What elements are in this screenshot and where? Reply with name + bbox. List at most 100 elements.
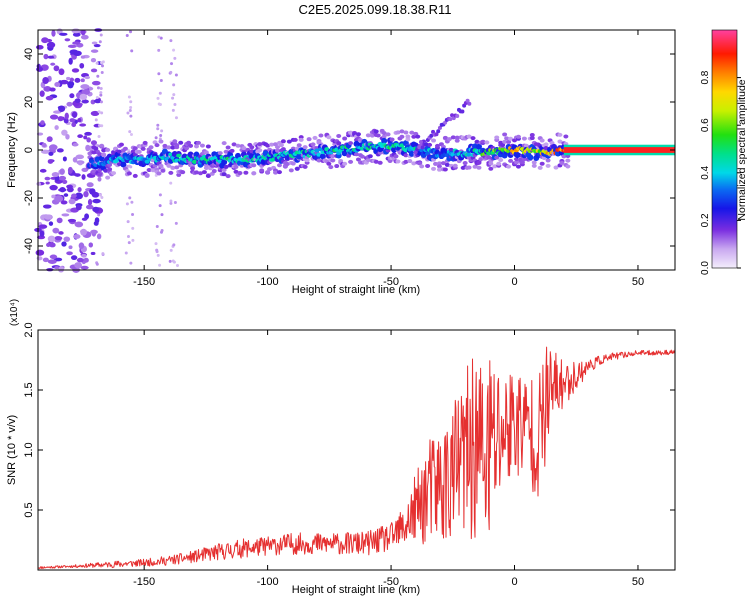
spectrogram-cell [403, 130, 409, 135]
spectrogram-cell [184, 146, 190, 151]
spectrogram-cell [58, 231, 64, 235]
spectrogram-cell [442, 167, 448, 172]
snr-x-tick-label: -150 [133, 576, 155, 588]
spectrogram-cell [405, 137, 411, 142]
spectrogram-cell [128, 196, 132, 200]
spectrogram-cell [474, 139, 480, 144]
spectrogram-cell [169, 70, 173, 74]
spectrogram-cell [80, 29, 86, 36]
spectrogram-cell [48, 144, 58, 151]
spectrogram-cell [280, 139, 286, 144]
spectrogram-cell [475, 143, 482, 150]
spectrogram-cell [221, 167, 227, 172]
spectrogram-cell [144, 159, 150, 164]
spectrogram-cell [486, 155, 492, 160]
spectrogram-cell [51, 194, 56, 199]
spectrogram-cell [122, 146, 128, 151]
spectrogram-cell [95, 262, 99, 266]
spectrogram-cell [411, 161, 417, 166]
spectrogram-cell [553, 165, 559, 170]
spectrogram-cell [561, 154, 567, 159]
spectrogram-cell [77, 134, 84, 139]
spectrogram-cell [54, 125, 59, 130]
spectrogram-cell [417, 145, 422, 150]
spectrogram-cell [229, 148, 235, 153]
spectrogram-cell [180, 170, 186, 175]
spectrogram-cell [90, 68, 98, 73]
spectrogram-cell [437, 125, 442, 130]
spectrogram-cell [127, 164, 131, 168]
spectrogram-cell [83, 191, 89, 198]
spectrogram-cell [81, 167, 89, 172]
spectrogram-cell [302, 145, 308, 150]
spectrogram-cell [132, 146, 138, 151]
spectrogram-cell [126, 220, 130, 224]
spectrogram-cell [129, 114, 133, 118]
spectrogram-cell [71, 193, 77, 198]
figure-title: C2E5.2025.099.18.38.R11 [299, 2, 452, 17]
spectrogram-cell [502, 132, 508, 137]
spectrogram-cell [194, 170, 200, 175]
spectrogram-x-tick-label: -100 [257, 276, 279, 288]
spectrogram-y-tick-label: 40 [23, 48, 35, 60]
snr-x-tick-label: -50 [383, 576, 399, 588]
spectrogram-cell [142, 140, 148, 145]
spectrogram-cell [188, 143, 194, 148]
spectrogram-cell [159, 36, 163, 40]
spectrogram-cell [172, 83, 176, 87]
spectrogram-cell [314, 148, 320, 153]
spectrogram-cell [433, 161, 439, 166]
spectrogram-cell [127, 241, 131, 245]
spectrogram-cell [68, 245, 73, 250]
spectrogram-cell [166, 145, 172, 150]
spectrogram-y-tick-label: -20 [23, 190, 35, 206]
spectrogram-cell [150, 168, 156, 173]
spectrogram-cell [84, 75, 91, 80]
spectrogram-cell [136, 149, 142, 154]
spectrogram-cell [97, 135, 101, 139]
spectrogram-cell [369, 133, 375, 138]
spectrogram-cell [74, 98, 81, 104]
spectrogram-cell [39, 168, 47, 173]
spectrogram-cell [39, 230, 45, 237]
spectrogram-cell [273, 170, 279, 175]
spectrogram-cell [492, 164, 498, 169]
spectrogram-cell [50, 62, 56, 66]
spectrogram-cell [66, 101, 73, 107]
spectrogram-cell [172, 139, 178, 144]
spectrogram-cell [259, 168, 265, 173]
spectrogram-cell [126, 171, 132, 176]
spectrogram-cell [436, 167, 442, 172]
spectrogram-cell [95, 61, 99, 65]
spectrogram-cell [276, 163, 282, 168]
spectrogram-cell [90, 58, 97, 63]
spectrogram-cell [49, 87, 56, 92]
spectrogram-cell [80, 265, 89, 270]
spectrogram-cell [65, 133, 70, 140]
spectrogram-cell [365, 158, 371, 163]
spectrogram-cell [203, 166, 209, 171]
spectrogram-cell [156, 127, 160, 131]
spectrogram-cell [348, 159, 354, 164]
spectrogram-cell [83, 257, 89, 263]
spectrogram-cell [41, 37, 49, 44]
spectrogram-cell [506, 140, 512, 145]
spectrogram-cell [86, 182, 94, 188]
spectrogram-cell [90, 251, 96, 256]
spectrogram-cell [124, 251, 128, 255]
spectrogram-cell [159, 134, 163, 138]
spectrogram-cell [169, 39, 173, 43]
spectrogram-cell [168, 259, 172, 263]
snr-scale-label: (x10⁴) [9, 299, 20, 326]
spectrogram-cell [302, 164, 308, 169]
spectrogram-cell [86, 137, 91, 143]
spectrogram-cell [545, 163, 551, 168]
spectrogram-cell [45, 181, 50, 185]
colorbar-tick-label: 0.6 [700, 118, 711, 132]
spectrogram-cell [381, 137, 388, 144]
spectrogram-cell [478, 157, 484, 162]
spectrogram-cell [144, 173, 150, 178]
spectrogram-cell [46, 41, 56, 49]
spectrogram-cell [58, 175, 67, 181]
spectrogram-cell [169, 248, 173, 252]
